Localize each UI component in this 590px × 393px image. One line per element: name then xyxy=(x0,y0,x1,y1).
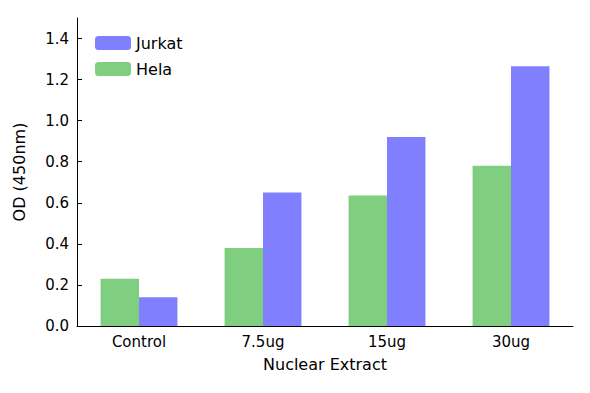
svg-text:30ug: 30ug xyxy=(492,333,530,351)
svg-text:Nuclear Extract: Nuclear Extract xyxy=(263,355,387,374)
svg-text:OD (450nm): OD (450nm) xyxy=(10,123,29,222)
svg-text:0.6: 0.6 xyxy=(45,194,69,212)
svg-text:0.4: 0.4 xyxy=(45,235,69,253)
svg-text:1.0: 1.0 xyxy=(45,112,69,130)
svg-text:Control: Control xyxy=(112,333,166,351)
svg-text:0.2: 0.2 xyxy=(45,276,69,294)
svg-text:1.4: 1.4 xyxy=(45,30,69,48)
svg-text:Hela: Hela xyxy=(136,60,172,79)
svg-text:Jurkat: Jurkat xyxy=(135,34,183,53)
svg-text:1.2: 1.2 xyxy=(45,71,69,89)
svg-text:15ug: 15ug xyxy=(368,333,406,351)
svg-text:0.8: 0.8 xyxy=(45,153,69,171)
svg-text:0.0: 0.0 xyxy=(45,317,69,335)
svg-text:7.5ug: 7.5ug xyxy=(242,333,285,351)
